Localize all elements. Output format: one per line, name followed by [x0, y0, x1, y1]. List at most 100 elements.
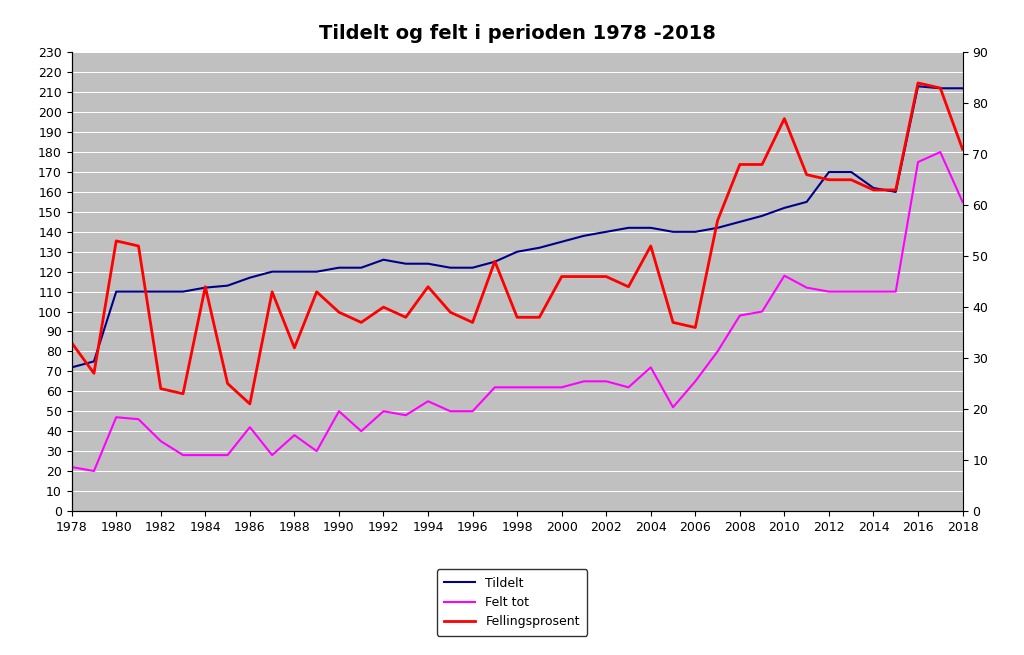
Fellingsprosent [177, 390, 189, 398]
Fellingsprosent [912, 79, 925, 87]
Fellingsprosent [111, 237, 123, 245]
Felt tot [244, 423, 256, 431]
Tildelt [177, 288, 189, 295]
Tildelt [378, 256, 390, 264]
Fellingsprosent [488, 257, 501, 265]
Fellingsprosent [422, 283, 434, 291]
Fellingsprosent [623, 283, 635, 291]
Felt tot [734, 312, 746, 320]
Fellingsprosent [600, 272, 612, 280]
Fellingsprosent [378, 303, 390, 311]
Fellingsprosent [333, 309, 345, 316]
Tildelt [221, 282, 233, 290]
Tildelt [578, 232, 590, 240]
Tildelt [934, 84, 946, 92]
Felt tot [467, 407, 479, 415]
Felt tot [444, 407, 457, 415]
Tildelt [778, 204, 791, 212]
Felt tot [355, 427, 368, 435]
Tildelt [355, 264, 368, 272]
Fellingsprosent [556, 272, 568, 280]
Felt tot [623, 383, 635, 391]
Felt tot [399, 411, 412, 419]
Felt tot [534, 383, 546, 391]
Tildelt [467, 264, 479, 272]
Felt tot [867, 288, 880, 295]
Tildelt [734, 218, 746, 226]
Tildelt [867, 184, 880, 192]
Tildelt [111, 288, 123, 295]
Tildelt [845, 168, 857, 176]
Felt tot [289, 431, 301, 439]
Tildelt [912, 83, 925, 90]
Fellingsprosent [934, 84, 946, 92]
Tildelt [132, 288, 144, 295]
Fellingsprosent [956, 145, 969, 153]
Fellingsprosent [534, 313, 546, 321]
Felt tot [912, 158, 925, 166]
Felt tot [600, 377, 612, 385]
Fellingsprosent [890, 186, 902, 194]
Fellingsprosent [444, 309, 457, 316]
Tildelt [199, 284, 211, 291]
Fellingsprosent [801, 171, 813, 179]
Felt tot [578, 377, 590, 385]
Fellingsprosent [88, 369, 100, 377]
Felt tot [310, 447, 323, 455]
Fellingsprosent [266, 288, 279, 296]
Felt tot [556, 383, 568, 391]
Fellingsprosent [578, 272, 590, 280]
Felt tot [66, 463, 78, 471]
Tildelt [822, 168, 835, 176]
Fellingsprosent [845, 176, 857, 183]
Fellingsprosent [310, 288, 323, 296]
Line: Felt tot: Felt tot [72, 152, 963, 471]
Felt tot [645, 364, 657, 371]
Tildelt [645, 224, 657, 232]
Tildelt [689, 228, 701, 236]
Fellingsprosent [822, 176, 835, 183]
Tildelt [333, 264, 345, 272]
Tildelt [667, 228, 679, 236]
Tildelt [534, 244, 546, 252]
Tildelt [66, 364, 78, 371]
Tildelt [444, 264, 457, 272]
Tildelt [511, 248, 523, 255]
Felt tot [221, 451, 233, 459]
Tildelt [399, 260, 412, 268]
Felt tot [822, 288, 835, 295]
Line: Tildelt: Tildelt [72, 86, 963, 367]
Felt tot [712, 348, 724, 356]
Fellingsprosent [645, 242, 657, 250]
Fellingsprosent [155, 384, 167, 392]
Tildelt [88, 358, 100, 365]
Felt tot [422, 398, 434, 405]
Tildelt [266, 268, 279, 276]
Tildelt [623, 224, 635, 232]
Felt tot [890, 288, 902, 295]
Tildelt [310, 268, 323, 276]
Felt tot [956, 198, 969, 206]
Fellingsprosent [289, 344, 301, 352]
Fellingsprosent [689, 324, 701, 331]
Felt tot [667, 403, 679, 411]
Tildelt [244, 274, 256, 282]
Felt tot [333, 407, 345, 415]
Tildelt [155, 288, 167, 295]
Felt tot [199, 451, 211, 459]
Felt tot [155, 437, 167, 445]
Felt tot [111, 413, 123, 421]
Felt tot [689, 377, 701, 385]
Fellingsprosent [399, 313, 412, 321]
Felt tot [778, 272, 791, 280]
Line: Fellingsprosent: Fellingsprosent [72, 83, 963, 404]
Felt tot [845, 288, 857, 295]
Felt tot [488, 383, 501, 391]
Felt tot [132, 415, 144, 423]
Fellingsprosent [756, 160, 768, 168]
Fellingsprosent [66, 339, 78, 346]
Felt tot [378, 407, 390, 415]
Felt tot [88, 467, 100, 475]
Tildelt [289, 268, 301, 276]
Tildelt [756, 212, 768, 220]
